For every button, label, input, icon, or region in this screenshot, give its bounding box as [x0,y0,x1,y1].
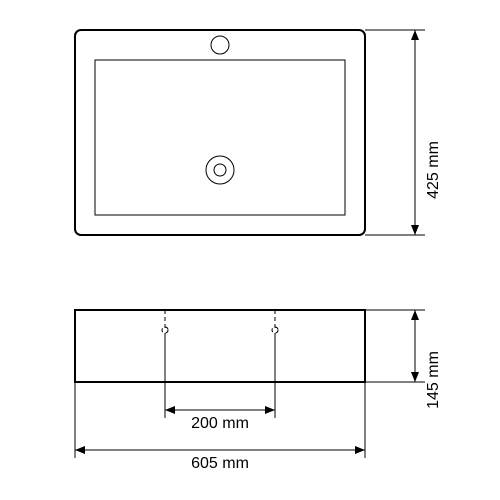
technical-diagram: 425 mm 145 mm 200 mm 605 mm [0,0,500,500]
drain-outer-ring [206,156,234,184]
dim-label-145: 145 mm [425,351,442,409]
arrowhead-icon [265,406,275,414]
arrowhead-icon [411,30,419,40]
drain-inner-ring [214,164,226,176]
arrowhead-icon [165,406,175,414]
dim-label-200: 200 mm [191,415,249,432]
side-rect [75,310,365,382]
top-outer-rect [75,30,365,235]
dim-label-605: 605 mm [191,455,249,472]
arrowhead-icon [411,225,419,235]
arrowhead-icon [411,372,419,382]
arrowhead-icon [75,446,85,454]
dim-label-425: 425 mm [425,141,442,199]
arrowhead-icon [355,446,365,454]
faucet-hole [211,36,229,54]
arrowhead-icon [411,310,419,320]
top-inner-rect [95,60,345,215]
